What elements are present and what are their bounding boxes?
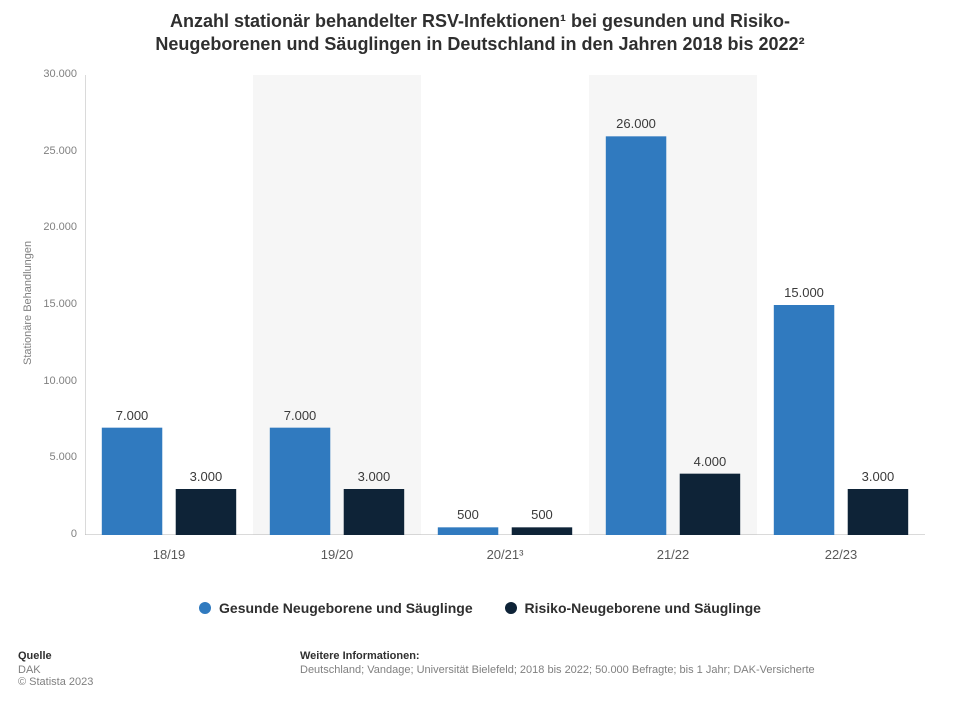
bar [102, 428, 162, 535]
footer-left-line2: © Statista 2023 [18, 676, 93, 688]
x-tick-label: 22/23 [757, 547, 925, 562]
legend-item-2: Risiko-Neugeborene und Säuglinge [505, 600, 761, 616]
bar [774, 305, 834, 535]
legend-label-2: Risiko-Neugeborene und Säuglinge [525, 600, 761, 616]
footer-left-heading: Quelle [18, 650, 93, 662]
y-tick-label: 10.000 [27, 375, 77, 387]
legend-swatch-2 [505, 602, 517, 614]
footer-right-heading: Weitere Informationen: [300, 650, 815, 662]
x-tick-label: 20/21³ [421, 547, 589, 562]
bar-value-label: 3.000 [176, 469, 236, 484]
bar [848, 489, 908, 535]
bar-value-label: 3.000 [344, 469, 404, 484]
y-tick-label: 20.000 [27, 221, 77, 233]
bar [176, 489, 236, 535]
x-tick-label: 21/22 [589, 547, 757, 562]
bar-value-label: 7.000 [270, 408, 330, 423]
footer-left-line1: DAK [18, 664, 93, 676]
footer-right-text: Deutschland; Vandage; Universität Bielef… [300, 664, 815, 676]
bar [680, 474, 740, 535]
legend-item-1: Gesunde Neugeborene und Säuglinge [199, 600, 473, 616]
bar-value-label: 500 [438, 507, 498, 522]
chart-svg [85, 75, 925, 535]
bar [512, 527, 572, 535]
bar-value-label: 7.000 [102, 408, 162, 423]
x-tick-label: 19/20 [253, 547, 421, 562]
bar-value-label: 3.000 [848, 469, 908, 484]
footer-left: Quelle DAK © Statista 2023 [18, 650, 93, 688]
bar-value-label: 4.000 [680, 454, 740, 469]
bar [438, 527, 498, 535]
legend-swatch-1 [199, 602, 211, 614]
bar [606, 136, 666, 535]
y-tick-label: 15.000 [27, 298, 77, 310]
y-tick-label: 5.000 [27, 451, 77, 463]
title-line: Neugeborenen und Säuglingen in Deutschla… [155, 34, 804, 54]
bar-value-label: 15.000 [774, 285, 834, 300]
y-tick-label: 0 [27, 528, 77, 540]
title-line: Anzahl stationär behandelter RSV-Infekti… [170, 11, 790, 31]
bar [344, 489, 404, 535]
y-tick-label: 30.000 [27, 68, 77, 80]
chart-plot-area [85, 75, 925, 535]
bar-value-label: 500 [512, 507, 572, 522]
chart-container: { "chart": { "type": "bar", "title": "An… [0, 0, 960, 713]
bar [270, 428, 330, 535]
y-tick-label: 25.000 [27, 145, 77, 157]
footer-right: Weitere Informationen: Deutschland; Vand… [300, 650, 815, 676]
x-tick-label: 18/19 [85, 547, 253, 562]
chart-title: Anzahl stationär behandelter RSV-Infekti… [0, 10, 960, 57]
bar-value-label: 26.000 [606, 116, 666, 131]
legend-label-1: Gesunde Neugeborene und Säuglinge [219, 600, 473, 616]
legend: Gesunde Neugeborene und Säuglinge Risiko… [0, 600, 960, 617]
